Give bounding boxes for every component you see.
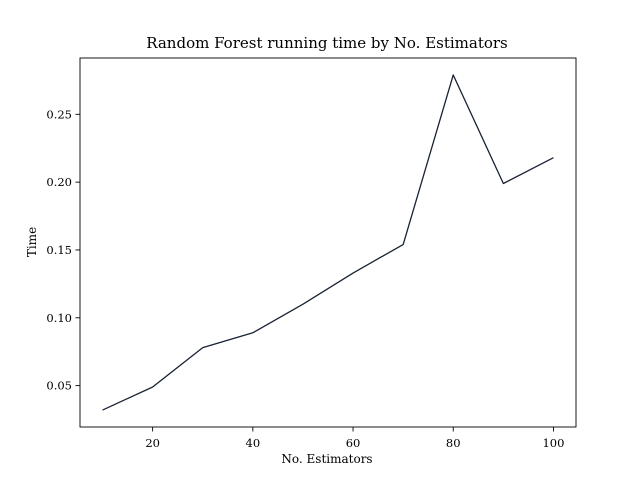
x-tick-label: 20: [145, 436, 160, 450]
data-point: [201, 346, 205, 350]
x-tick-label: 80: [446, 436, 461, 450]
x-tick-label: 60: [346, 436, 361, 450]
x-axis: 20 40 60 80 100: [145, 427, 564, 450]
series-line-0: [102, 74, 554, 411]
data-point: [301, 302, 305, 306]
series-group: [101, 73, 555, 412]
data-point: [251, 331, 255, 335]
y-tick-label: 0.25: [46, 107, 72, 121]
data-point: [551, 156, 555, 160]
y-tick-label: 0.10: [46, 311, 72, 325]
x-tick-label: 100: [542, 436, 564, 450]
x-tick-label: 40: [246, 436, 261, 450]
y-axis: 0.05 0.10 0.15 0.20 0.25: [46, 107, 80, 393]
data-point: [151, 385, 155, 389]
data-point: [501, 181, 505, 185]
plot-frame: [79, 57, 577, 428]
y-tick-label: 0.15: [46, 243, 72, 257]
data-point: [401, 243, 405, 247]
data-point: [351, 271, 355, 275]
y-tick-label: 0.20: [46, 175, 72, 189]
data-point: [451, 73, 455, 77]
data-point: [101, 408, 105, 412]
y-tick-label: 0.05: [46, 379, 72, 393]
x-axis-label: No. Estimators: [281, 452, 372, 466]
y-axis-label: Time: [25, 227, 39, 257]
chart-title: Random Forest running time by No. Estima…: [146, 34, 508, 52]
